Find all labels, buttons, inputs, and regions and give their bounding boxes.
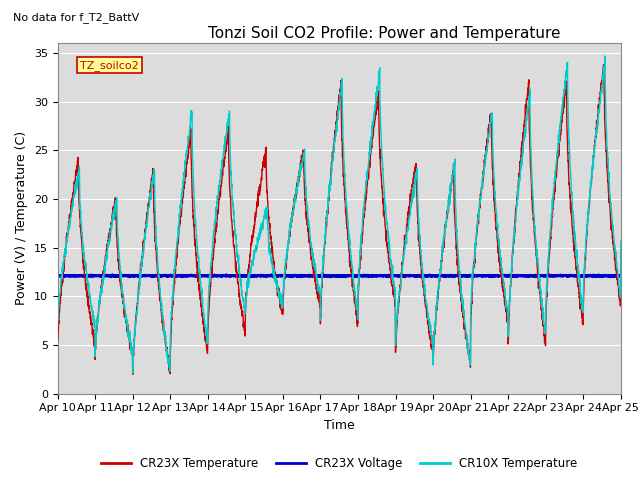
Text: TZ_soilco2: TZ_soilco2 bbox=[80, 60, 139, 71]
Title: Tonzi Soil CO2 Profile: Power and Temperature: Tonzi Soil CO2 Profile: Power and Temper… bbox=[208, 25, 561, 41]
X-axis label: Time: Time bbox=[324, 419, 355, 432]
Text: No data for f_T2_BattV: No data for f_T2_BattV bbox=[13, 12, 139, 23]
Legend: CR23X Temperature, CR23X Voltage, CR10X Temperature: CR23X Temperature, CR23X Voltage, CR10X … bbox=[97, 452, 582, 475]
Y-axis label: Power (V) / Temperature (C): Power (V) / Temperature (C) bbox=[15, 132, 28, 305]
